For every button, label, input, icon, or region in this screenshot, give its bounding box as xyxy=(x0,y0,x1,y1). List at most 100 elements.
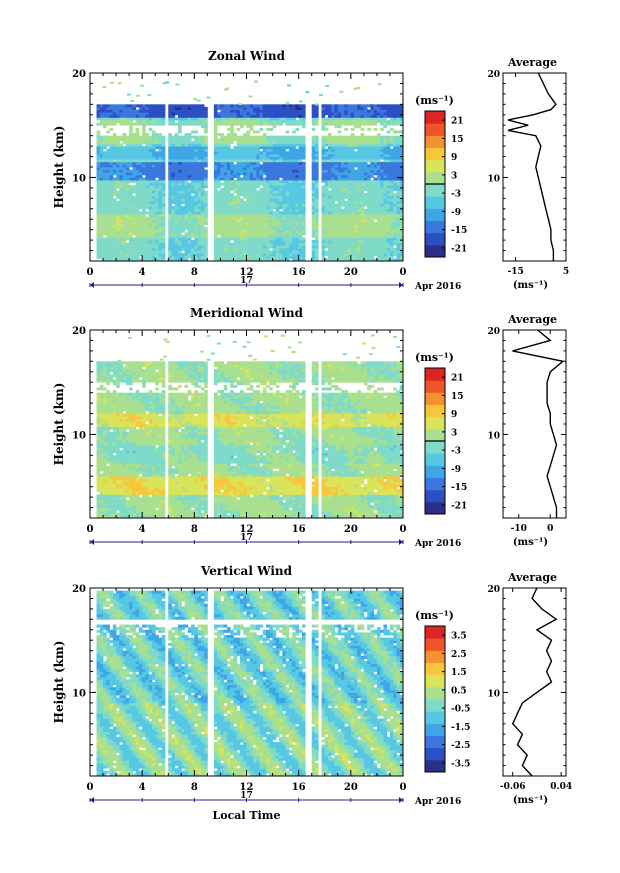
heatmap-cell xyxy=(321,211,326,215)
heatmap-cell xyxy=(191,219,195,223)
heatmap-cell xyxy=(194,234,198,238)
heatmap-cell xyxy=(151,193,156,197)
heatmap-cell xyxy=(249,153,254,157)
heatmap-cell xyxy=(103,156,107,160)
heatmap-cell xyxy=(145,174,150,178)
heatmap-cell xyxy=(103,172,107,176)
heatmap-cell xyxy=(386,219,391,223)
heatmap-cell xyxy=(184,245,189,249)
heatmap-cell xyxy=(184,180,189,184)
heatmap-cell xyxy=(354,106,358,110)
heatmap-cell xyxy=(142,172,146,176)
heatmap-cell xyxy=(396,148,401,152)
heatmap-cell xyxy=(220,211,225,215)
heatmap-cell xyxy=(363,242,368,246)
heatmap-cell xyxy=(380,135,384,139)
heatmap-cell xyxy=(223,151,228,155)
heatmap-cell xyxy=(246,125,251,129)
heatmap-cell xyxy=(162,82,167,85)
heatmap-cell xyxy=(272,169,277,173)
heatmap-cell xyxy=(389,227,394,231)
heatmap-cell xyxy=(249,143,254,147)
heatmap-cell xyxy=(122,200,127,204)
heatmap-cell xyxy=(187,182,192,186)
heatmap-cell xyxy=(197,190,202,194)
heatmap-cell xyxy=(341,174,345,178)
heatmap-cell xyxy=(204,130,208,134)
heatmap-cell xyxy=(151,258,156,261)
heatmap-cell xyxy=(158,214,163,218)
heatmap-cell xyxy=(223,182,228,186)
heatmap-cell xyxy=(301,135,306,139)
heatmap-cell xyxy=(253,140,257,144)
heatmap-cell xyxy=(168,174,172,178)
heatmap-cell xyxy=(285,242,290,246)
heatmap-cell xyxy=(347,242,352,246)
heatmap-cell xyxy=(285,214,290,218)
heatmap-cell xyxy=(125,234,130,238)
heatmap-cell xyxy=(357,174,362,178)
heatmap-cell xyxy=(301,138,306,142)
heatmap-cell xyxy=(279,245,283,249)
heatmap-cell xyxy=(301,140,306,144)
heatmap-cell xyxy=(298,151,303,155)
heatmap-cell xyxy=(275,237,280,241)
heatmap-cell xyxy=(328,227,332,231)
heatmap-cell xyxy=(393,253,397,257)
heatmap-cell xyxy=(266,253,270,257)
heatmap-cell xyxy=(181,167,185,171)
heatmap-cell xyxy=(396,250,401,254)
heatmap-cell xyxy=(275,255,280,259)
heatmap-cell xyxy=(354,229,358,233)
heatmap-cell xyxy=(226,203,231,207)
heatmap-cell xyxy=(287,84,291,87)
heatmap-cell xyxy=(269,120,273,124)
heatmap-cell xyxy=(168,214,172,218)
heatmap-cell xyxy=(103,245,107,249)
heatmap-cell xyxy=(135,153,140,157)
heatmap-cell xyxy=(262,156,267,160)
heatmap-cell xyxy=(197,112,202,116)
heatmap-cell xyxy=(288,200,293,204)
heatmap-cell xyxy=(223,221,228,225)
heatmap-cell xyxy=(117,82,122,85)
heatmap-cell xyxy=(337,143,342,147)
heatmap-cell xyxy=(386,240,391,244)
heatmap-cell xyxy=(239,240,244,244)
heatmap-cell xyxy=(138,180,143,184)
heatmap-cell xyxy=(96,164,101,168)
heatmap-cell xyxy=(226,250,231,254)
heatmap-cell xyxy=(197,117,202,121)
heatmap-cell xyxy=(106,159,110,163)
heatmap-cell xyxy=(226,206,231,210)
heatmap-cell xyxy=(125,140,130,144)
heatmap-cell xyxy=(350,112,355,116)
heatmap-cell xyxy=(370,135,375,139)
heatmap-cell xyxy=(354,138,358,142)
heatmap-cell xyxy=(129,232,133,236)
heatmap-cell xyxy=(341,229,345,233)
heatmap-cell xyxy=(363,229,368,233)
heatmap-cell xyxy=(138,216,143,220)
heatmap-cell xyxy=(132,211,137,215)
heatmap-cell xyxy=(253,151,257,155)
heatmap-cell xyxy=(132,177,137,181)
heatmap-cell xyxy=(125,167,130,171)
heatmap-cell xyxy=(191,253,195,257)
heatmap-cell xyxy=(125,106,130,110)
heatmap-cell xyxy=(334,198,339,202)
heatmap-cell xyxy=(96,214,101,218)
heatmap-cell xyxy=(396,195,401,199)
heatmap-cell xyxy=(230,200,234,204)
heatmap-cell xyxy=(151,169,156,173)
heatmap-cell xyxy=(337,203,342,207)
heatmap-cell xyxy=(393,172,397,176)
heatmap-cell xyxy=(213,237,218,241)
heatmap-cell xyxy=(158,112,163,116)
heatmap-cell xyxy=(238,103,243,106)
heatmap-cell xyxy=(187,143,192,147)
heatmap-cell xyxy=(142,153,146,157)
heatmap-cell xyxy=(386,258,391,261)
heatmap-cell xyxy=(106,164,110,168)
heatmap-cell xyxy=(148,109,153,113)
